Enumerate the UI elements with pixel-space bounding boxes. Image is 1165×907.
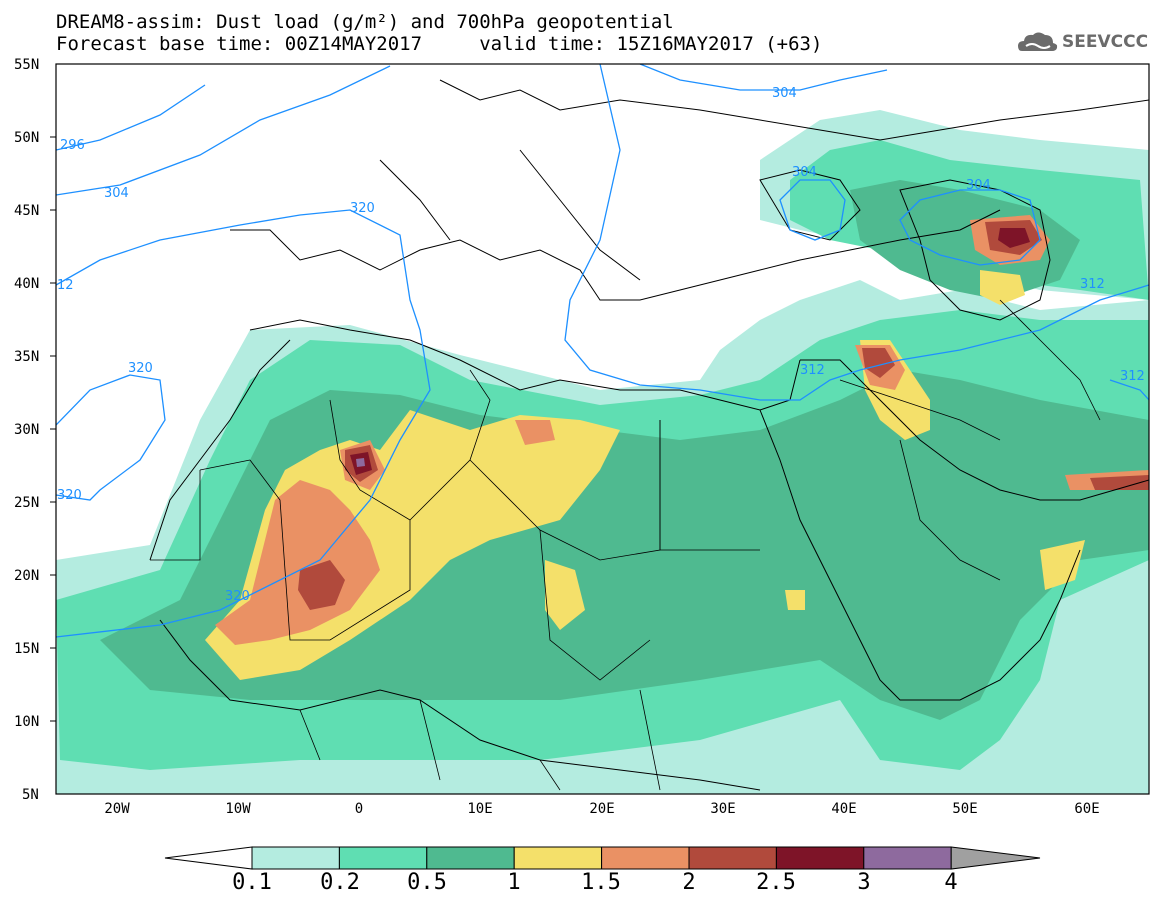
colorbar-tick: 0.2: [320, 870, 360, 895]
colorbar-tick: 4: [944, 870, 958, 895]
contour-label: 320: [350, 201, 375, 216]
lon-label: 20E: [589, 801, 614, 817]
lon-axis: 20W 10W 0 10E 20E 30E 40E 50E 60E: [104, 801, 1099, 817]
lon-label: 50E: [952, 801, 977, 817]
lat-label: 20N: [14, 568, 39, 584]
lon-label: 30E: [710, 801, 735, 817]
lat-label: 40N: [14, 276, 39, 292]
contour-label: 320: [128, 361, 153, 376]
contour-label: 320: [57, 488, 82, 503]
contour-label: 304: [772, 86, 797, 101]
colorbar-tick: 1.5: [581, 870, 621, 895]
lon-label: 20W: [104, 801, 130, 817]
colorbar-swatch: [775, 846, 865, 870]
dust-level-2.5: [998, 228, 1030, 248]
contour-label: 312: [800, 363, 825, 378]
map-title: DREAM8-assim: Dust load (g/m²) and 700hP…: [56, 11, 674, 33]
colorbar-tick: 1: [507, 870, 521, 895]
dust-level-3: [356, 458, 365, 467]
colorbar-swatch: [251, 846, 340, 870]
lon-label: 40E: [831, 801, 856, 817]
map-subtitle: Forecast base time: 00Z14MAY2017 valid t…: [56, 33, 823, 55]
dust-level-1: [545, 560, 585, 630]
colorbar-swatch: [338, 846, 428, 870]
lat-label: 25N: [14, 495, 39, 511]
colorbar-tick: 2: [682, 870, 696, 895]
contour-label-group: 296 304 12 320 320 320 320 304 304 304 3…: [57, 86, 1145, 604]
colorbar-swatch: [863, 846, 952, 870]
geopotential-contours: [56, 64, 1149, 638]
contour-label: 320: [225, 589, 250, 604]
contour-label: 12: [57, 278, 74, 293]
lon-label: 0: [355, 801, 363, 817]
logo-text: SEEVCCC: [1062, 32, 1149, 52]
colorbar-under: [164, 846, 253, 870]
colorbar: [164, 846, 1041, 870]
lat-label: 55N: [14, 57, 39, 73]
lon-label: 10W: [225, 801, 251, 817]
contour-label: 312: [1080, 277, 1105, 292]
contour-label: 312: [1120, 369, 1145, 384]
colorbar-swatch: [426, 846, 515, 870]
dust-level-1: [785, 590, 805, 610]
contour-label: 296: [60, 138, 85, 153]
colorbar-tick: 0.5: [407, 870, 447, 895]
lat-label: 45N: [14, 203, 39, 219]
lat-label: 35N: [14, 349, 39, 365]
colorbar-tick: 0.1: [232, 870, 272, 895]
contour-label: 304: [104, 186, 129, 201]
map-plot-area: [55, 63, 1150, 795]
cloud-icon: [1018, 32, 1058, 51]
colorbar-tick: 2.5: [756, 870, 796, 895]
lat-axis: 55N 50N 45N 40N 35N 30N 25N 20N 15N 10N …: [14, 57, 39, 803]
lat-label: 5N: [22, 787, 39, 803]
colorbar-swatch: [601, 846, 690, 870]
colorbar-swatch: [513, 846, 603, 870]
dust-level-2: [1090, 475, 1149, 490]
contour-label: 304: [966, 178, 991, 193]
lat-label: 15N: [14, 641, 39, 657]
colorbar-over: [950, 846, 1041, 870]
dust-fields: [56, 64, 1149, 794]
lat-ticks: [50, 136, 56, 722]
colorbar-tick: 3: [857, 870, 871, 895]
borders: [150, 299, 1101, 791]
dust-level-2: [298, 560, 345, 610]
contour-label: 304: [792, 165, 817, 180]
dust-level-1.5: [215, 480, 380, 645]
lat-label: 50N: [14, 130, 39, 146]
dust-level-1: [1040, 540, 1085, 590]
lat-label: 30N: [14, 422, 39, 438]
dust-level-1: [980, 270, 1025, 305]
lon-label: 10E: [467, 801, 492, 817]
colorbar-swatch: [688, 846, 777, 870]
lat-label: 10N: [14, 714, 39, 730]
dust-level-1.5: [515, 420, 555, 445]
lon-label: 60E: [1074, 801, 1099, 817]
dust-level-2: [862, 348, 895, 378]
